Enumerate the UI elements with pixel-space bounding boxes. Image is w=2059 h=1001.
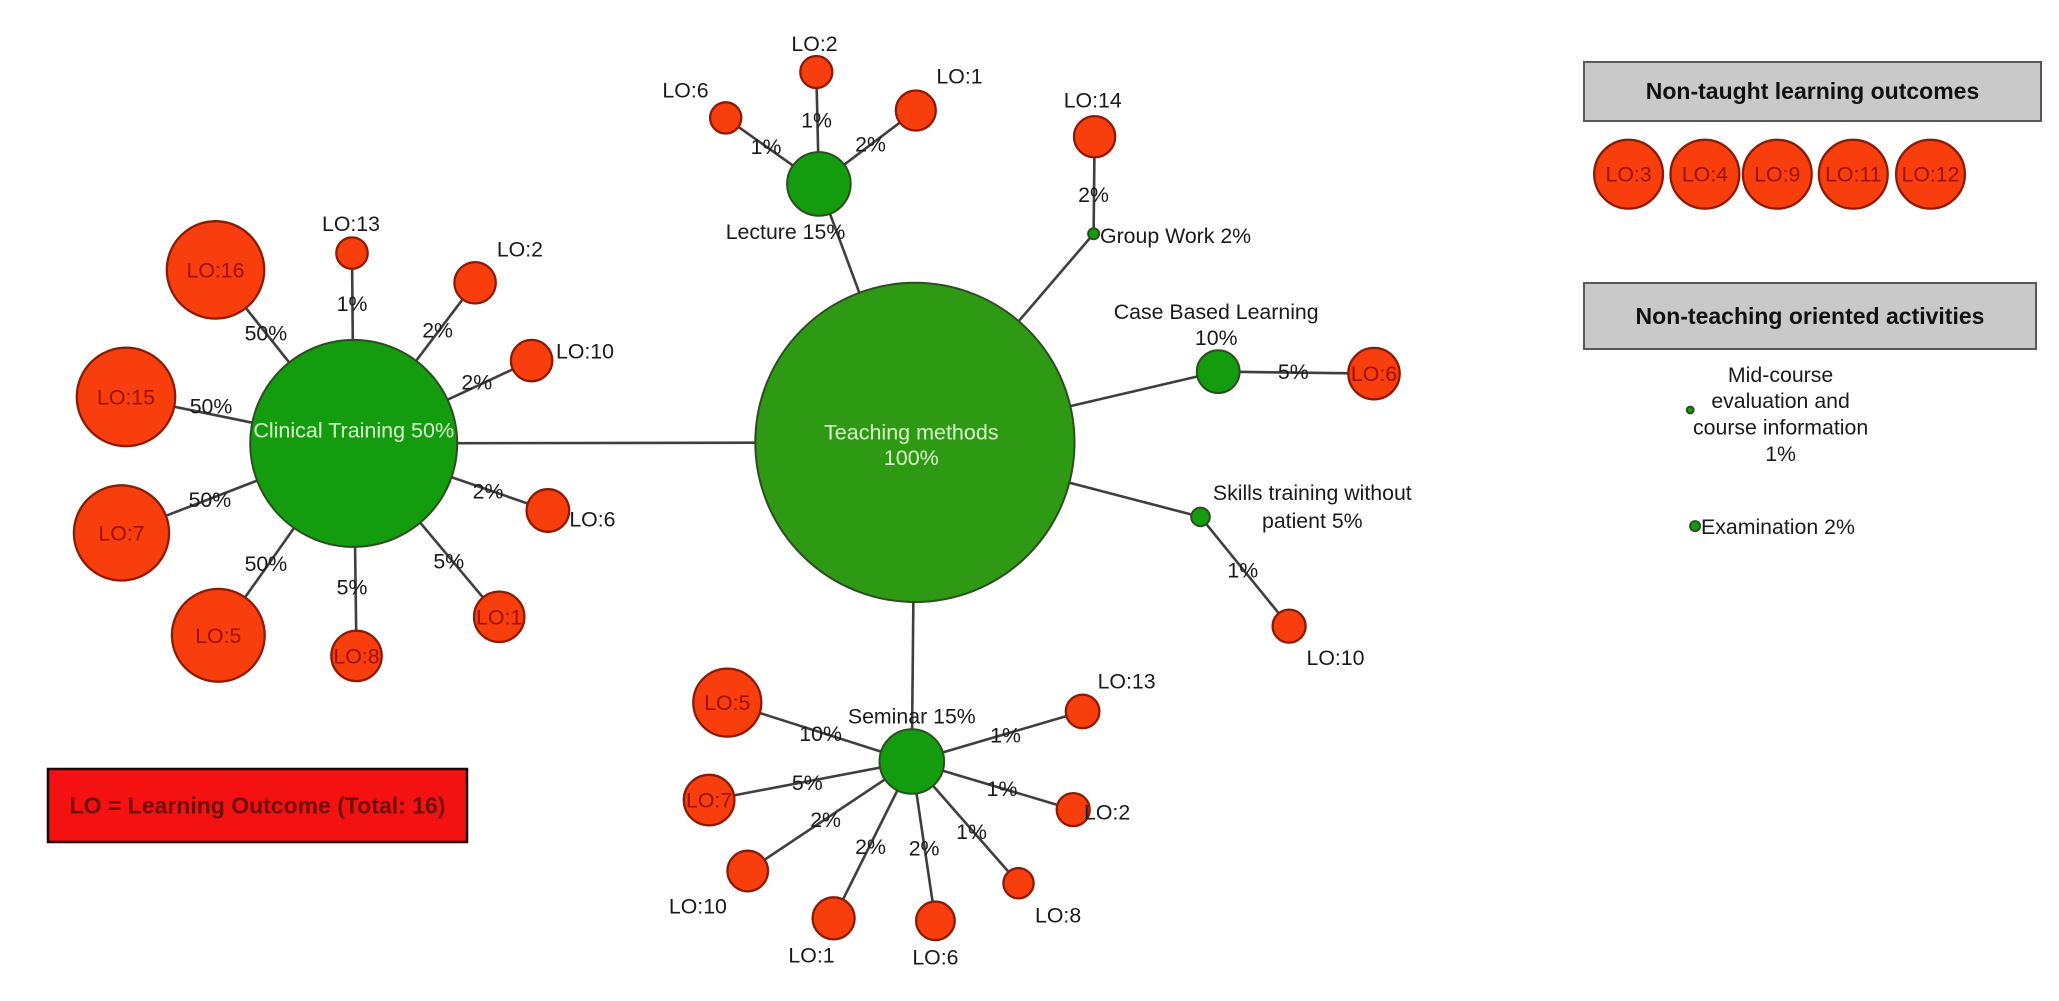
- svg-text:LO:2: LO:2: [497, 238, 543, 262]
- svg-text:LO:1: LO:1: [936, 64, 982, 88]
- svg-text:1%: 1%: [337, 292, 368, 316]
- svg-text:evaluation and: evaluation and: [1711, 389, 1850, 413]
- svg-text:Seminar 15%: Seminar 15%: [848, 704, 976, 728]
- svg-text:LO:7: LO:7: [98, 521, 144, 545]
- svg-text:2%: 2%: [909, 837, 940, 861]
- svg-text:Teaching methods: Teaching methods: [824, 421, 999, 445]
- svg-text:LO:10: LO:10: [556, 340, 614, 364]
- svg-text:LO:2: LO:2: [1084, 801, 1130, 825]
- svg-text:5%: 5%: [433, 549, 464, 573]
- svg-text:LO = Learning Outcome (Total:: LO = Learning Outcome (Total: 16): [70, 793, 446, 819]
- svg-text:LO:14: LO:14: [1064, 89, 1122, 113]
- svg-text:50%: 50%: [245, 552, 288, 576]
- svg-text:Case Based Learning: Case Based Learning: [1114, 300, 1319, 324]
- svg-text:LO:3: LO:3: [1606, 163, 1652, 187]
- svg-text:LO:5: LO:5: [195, 624, 241, 648]
- svg-text:LO:1: LO:1: [788, 944, 834, 968]
- svg-text:5%: 5%: [1278, 360, 1309, 384]
- svg-text:2%: 2%: [855, 132, 886, 156]
- svg-text:1%: 1%: [987, 777, 1018, 801]
- svg-text:LO:7: LO:7: [686, 789, 732, 813]
- svg-text:Lecture 15%: Lecture 15%: [726, 220, 846, 244]
- svg-text:LO:12: LO:12: [1901, 163, 1959, 187]
- svg-text:1%: 1%: [1765, 442, 1796, 466]
- svg-text:10%: 10%: [799, 722, 842, 746]
- svg-text:5%: 5%: [792, 771, 823, 795]
- svg-text:patient 5%: patient 5%: [1262, 509, 1363, 533]
- svg-text:LO:6: LO:6: [912, 945, 958, 969]
- svg-text:LO:8: LO:8: [1035, 903, 1081, 927]
- svg-text:50%: 50%: [190, 394, 233, 418]
- svg-text:2%: 2%: [810, 808, 841, 832]
- svg-text:LO:13: LO:13: [322, 212, 380, 236]
- svg-text:1%: 1%: [990, 724, 1021, 748]
- svg-text:Mid-course: Mid-course: [1728, 363, 1833, 387]
- svg-text:2%: 2%: [1078, 183, 1109, 207]
- svg-text:Examination 2%: Examination 2%: [1701, 515, 1855, 539]
- svg-text:10%: 10%: [1195, 326, 1238, 350]
- svg-text:LO:2: LO:2: [791, 32, 837, 56]
- svg-text:Group Work 2%: Group Work 2%: [1100, 224, 1251, 248]
- svg-text:2%: 2%: [422, 318, 453, 342]
- svg-text:2%: 2%: [473, 479, 504, 503]
- svg-text:1%: 1%: [751, 135, 782, 159]
- svg-text:LO:9: LO:9: [1754, 163, 1800, 187]
- svg-text:LO:5: LO:5: [704, 691, 750, 715]
- svg-text:LO:4: LO:4: [1682, 163, 1728, 187]
- svg-text:LO:11: LO:11: [1825, 163, 1881, 187]
- svg-text:5%: 5%: [337, 576, 368, 600]
- svg-text:LO:10: LO:10: [669, 895, 727, 919]
- svg-text:Clinical Training 50%: Clinical Training 50%: [253, 419, 454, 443]
- svg-text:LO:6: LO:6: [569, 507, 615, 531]
- svg-text:50%: 50%: [245, 322, 288, 346]
- svg-text:LO:1: LO:1: [476, 605, 522, 629]
- svg-text:Non-teaching oriented activiti: Non-teaching oriented activities: [1636, 303, 1985, 329]
- svg-text:50%: 50%: [189, 488, 232, 512]
- svg-text:LO:6: LO:6: [1351, 362, 1397, 386]
- svg-text:Skills training without: Skills training without: [1213, 481, 1412, 505]
- svg-text:1%: 1%: [1227, 558, 1258, 582]
- svg-text:100%: 100%: [884, 446, 939, 470]
- svg-text:1%: 1%: [956, 820, 987, 844]
- svg-text:2%: 2%: [461, 370, 492, 394]
- svg-text:2%: 2%: [855, 835, 886, 859]
- svg-text:course information: course information: [1693, 416, 1868, 440]
- svg-text:1%: 1%: [801, 108, 832, 132]
- svg-text:LO:13: LO:13: [1098, 670, 1156, 694]
- svg-text:LO:16: LO:16: [186, 258, 244, 282]
- svg-text:LO:6: LO:6: [662, 79, 708, 103]
- svg-text:LO:10: LO:10: [1306, 646, 1364, 670]
- svg-text:LO:15: LO:15: [97, 385, 155, 409]
- svg-text:LO:8: LO:8: [333, 644, 379, 668]
- svg-text:Non-taught learning outcomes: Non-taught learning outcomes: [1646, 78, 1980, 104]
